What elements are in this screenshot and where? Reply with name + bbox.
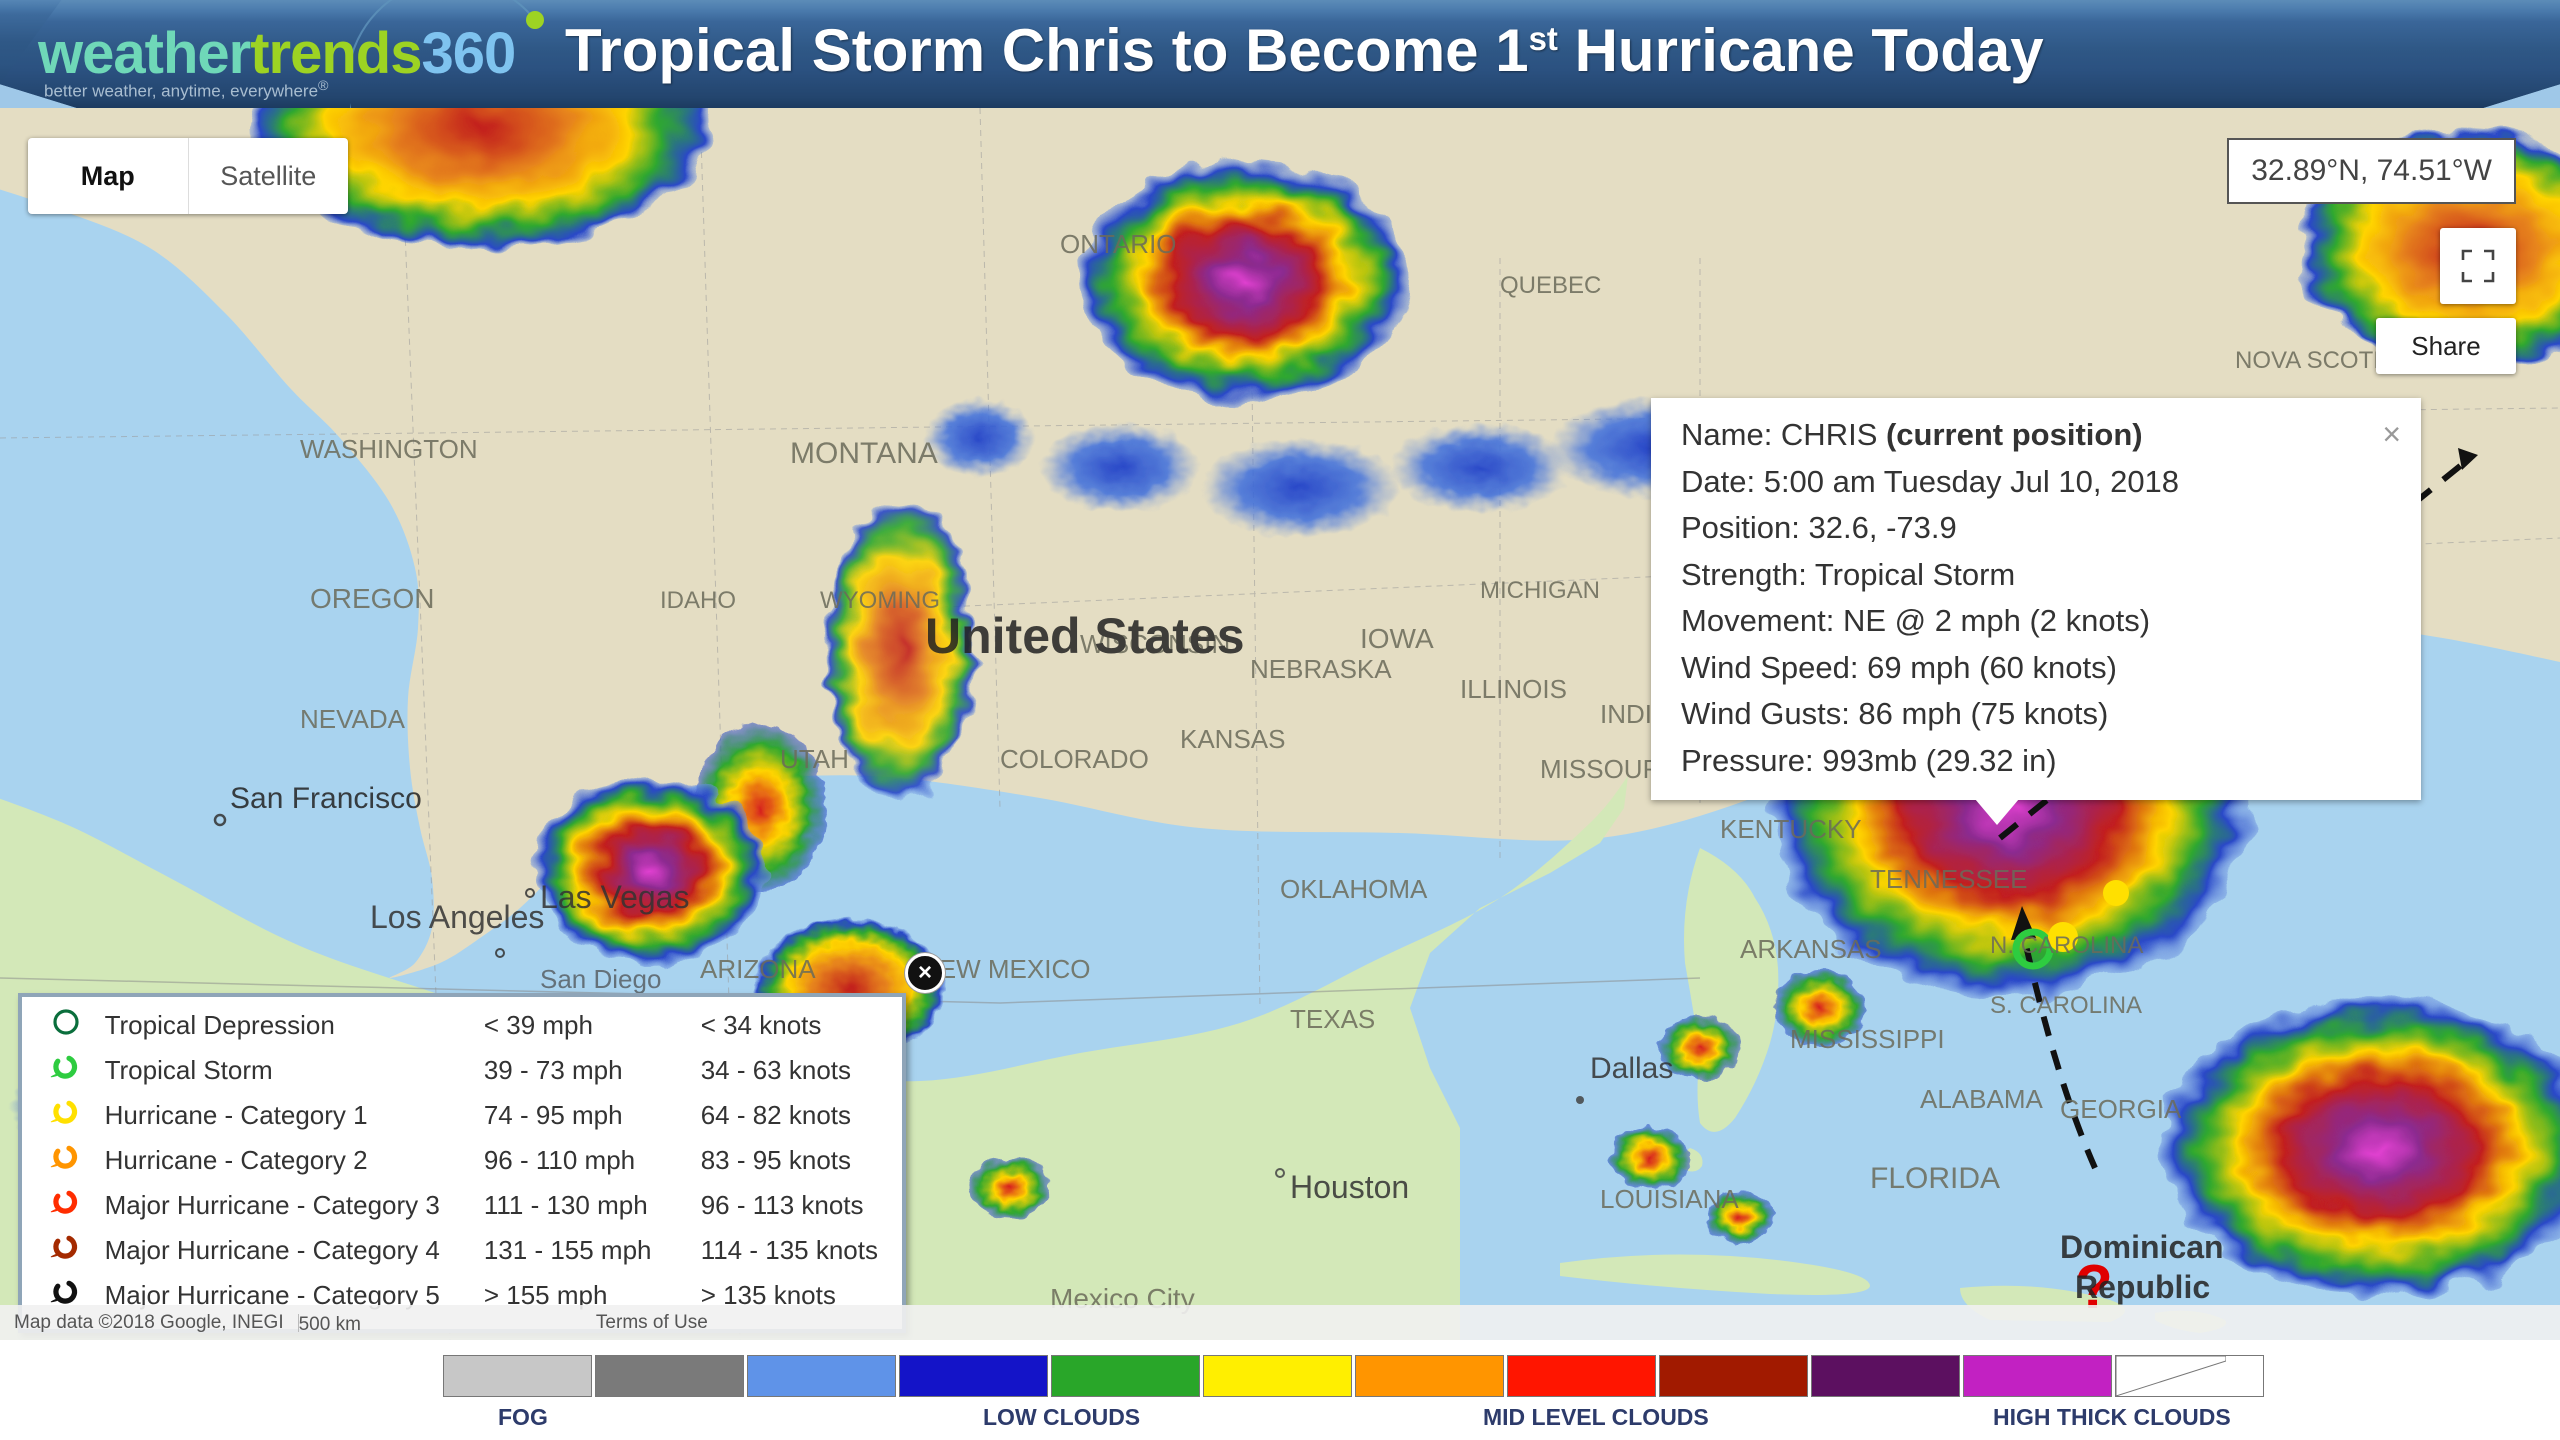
svg-text:IDAHO: IDAHO	[660, 587, 736, 614]
svg-text:MONTANA: MONTANA	[790, 437, 938, 470]
svg-text:COLORADO: COLORADO	[1000, 744, 1149, 774]
svg-text:Dominican: Dominican	[2060, 1229, 2224, 1265]
svg-text:Dallas: Dallas	[1590, 1052, 1673, 1085]
svg-text:ARIZONA: ARIZONA	[700, 954, 816, 984]
svg-text:GEORGIA: GEORGIA	[2060, 1094, 2182, 1124]
svg-text:Republic: Republic	[2075, 1269, 2210, 1305]
svg-text:NEVADA: NEVADA	[300, 704, 406, 734]
svg-text:United States: United States	[925, 608, 1245, 664]
svg-text:TENNESSEE: TENNESSEE	[1870, 864, 2028, 894]
svg-text:MICHIGAN: MICHIGAN	[1480, 577, 1600, 604]
svg-text:WYOMING: WYOMING	[820, 587, 940, 614]
svg-text:Las Vegas: Las Vegas	[540, 879, 689, 915]
svg-text:San Diego: San Diego	[540, 964, 661, 994]
svg-text:IOWA: IOWA	[1360, 623, 1434, 654]
svg-text:FLORIDA: FLORIDA	[1870, 1162, 2000, 1195]
svg-text:UTAH: UTAH	[780, 744, 849, 774]
svg-text:KENTUCKY: KENTUCKY	[1720, 814, 1862, 844]
svg-text:MISSOURI: MISSOURI	[1540, 754, 1669, 784]
svg-text:WASHINGTON: WASHINGTON	[300, 434, 478, 464]
svg-text:ILLINOIS: ILLINOIS	[1460, 674, 1567, 704]
svg-text:OREGON: OREGON	[310, 583, 434, 614]
svg-text:ONTARIO: ONTARIO	[1060, 229, 1177, 259]
svg-text:QUEBEC: QUEBEC	[1500, 272, 1601, 299]
svg-text:San Francisco: San Francisco	[230, 782, 422, 815]
svg-text:TEXAS: TEXAS	[1290, 1004, 1375, 1034]
svg-text:LOUISIANA: LOUISIANA	[1600, 1184, 1739, 1214]
svg-text:MISSISSIPPI: MISSISSIPPI	[1790, 1024, 1945, 1054]
svg-text:NEBRASKA: NEBRASKA	[1250, 654, 1392, 684]
svg-text:ARKANSAS: ARKANSAS	[1740, 934, 1882, 964]
svg-text:ALABAMA: ALABAMA	[1920, 1084, 2043, 1114]
svg-text:Los Angeles: Los Angeles	[370, 899, 544, 935]
svg-text:NEW MEXICO: NEW MEXICO	[920, 954, 1090, 984]
svg-text:NOVA SCOTIA: NOVA SCOTIA	[2235, 347, 2396, 374]
svg-text:OKLAHOMA: OKLAHOMA	[1280, 874, 1428, 904]
svg-text:Houston: Houston	[1290, 1169, 1409, 1205]
svg-text:S. CAROLINA: S. CAROLINA	[1990, 992, 2142, 1019]
svg-text:N. CAROLINA: N. CAROLINA	[1990, 932, 2143, 959]
svg-text:KANSAS: KANSAS	[1180, 724, 1286, 754]
